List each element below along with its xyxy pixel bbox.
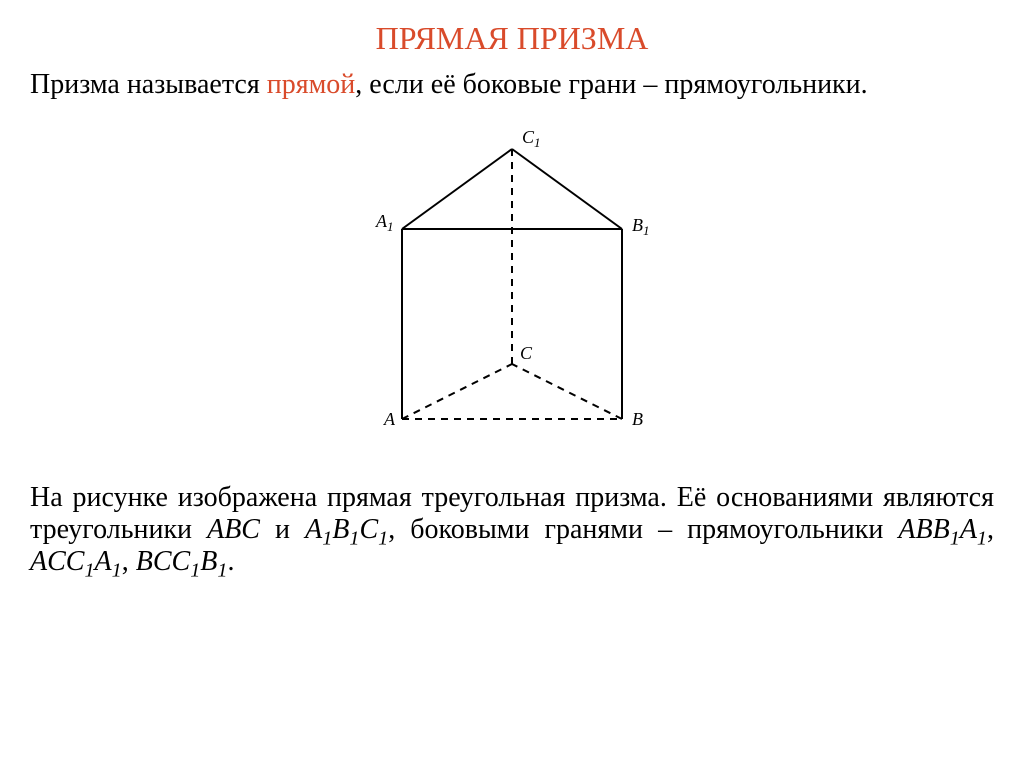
p2-t1: ABC: [207, 514, 260, 545]
figure-container: A B C A1 B1 C1: [30, 119, 994, 454]
p2-s3: , боковыми гранями – прямоугольники: [388, 514, 898, 545]
definition-paragraph: Призма называется прямой, если её боковы…: [30, 69, 994, 101]
p2-r3: BCC1B1: [136, 546, 228, 577]
p2-s4: ,: [987, 514, 994, 545]
svg-text:C: C: [520, 343, 533, 363]
p2-r2: ACC1A1: [30, 546, 122, 577]
svg-text:B1: B1: [632, 215, 650, 238]
p2-r1: ABB1A1: [898, 514, 987, 545]
svg-text:B: B: [632, 409, 643, 429]
svg-text:C1: C1: [522, 127, 541, 150]
para1-pre: Призма называется: [30, 69, 267, 100]
p2-t2: A1B1C1: [305, 514, 388, 545]
page-title: ПРЯМАЯ ПРИЗМА: [30, 20, 994, 57]
para1-post: , если её боковые грани – прямоугольники…: [355, 69, 867, 100]
p2-s2: и: [260, 514, 305, 545]
svg-text:A1: A1: [375, 211, 394, 234]
p2-s6: .: [227, 546, 234, 577]
svg-text:A: A: [383, 409, 396, 429]
description-paragraph: На рисунке изображена прямая треугольная…: [30, 482, 994, 578]
para1-highlight: прямой: [267, 69, 356, 100]
p2-s5: ,: [122, 546, 136, 577]
prism-diagram: A B C A1 B1 C1: [332, 119, 692, 449]
